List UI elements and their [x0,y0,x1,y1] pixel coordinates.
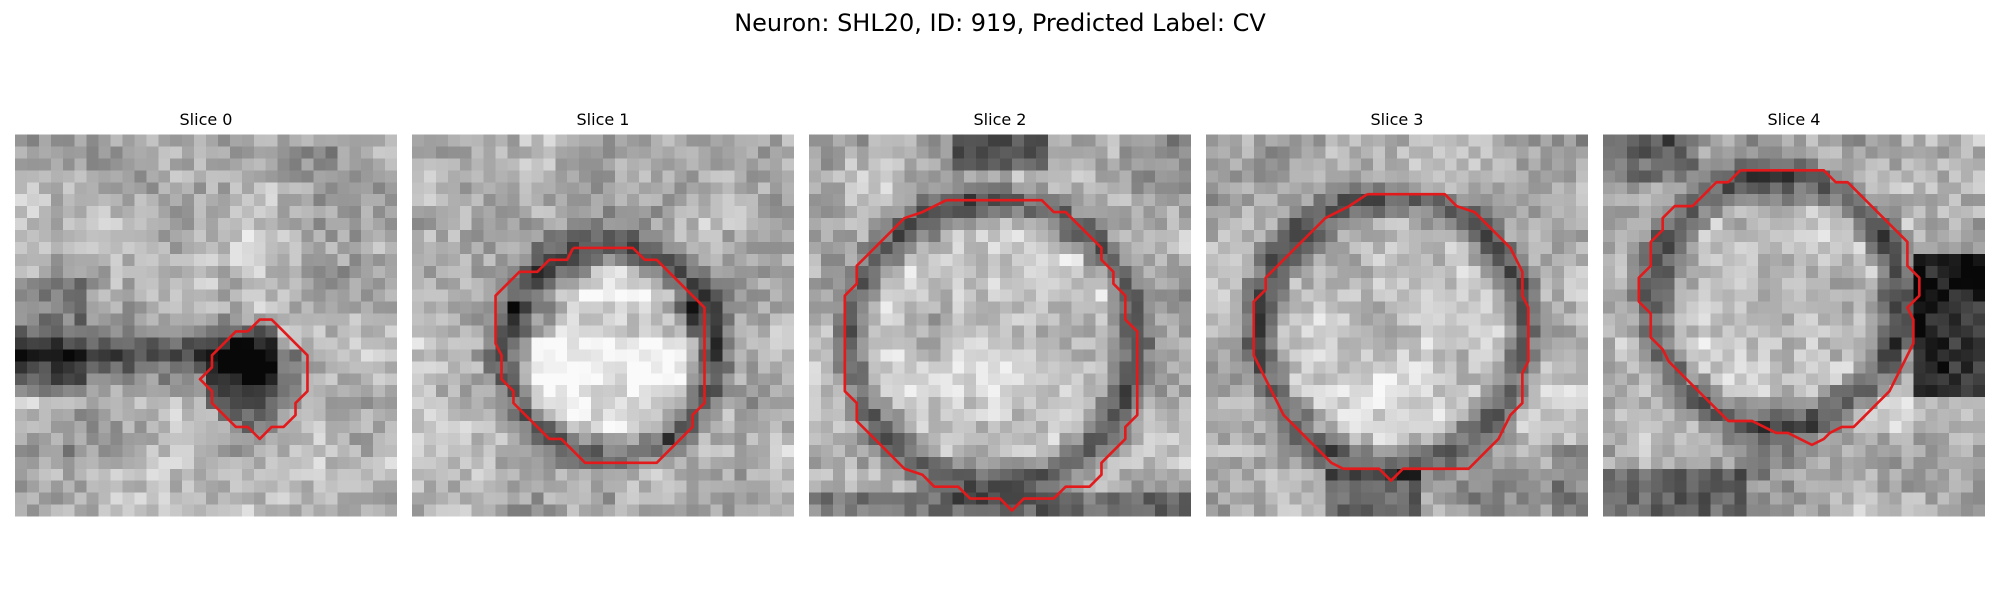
grayscale-pixels [809,134,1191,517]
segmentation-contour [1637,168,1921,447]
slice-title: Slice 2 [973,110,1027,129]
slice-title: Slice 1 [576,110,630,129]
grayscale-pixels [1603,134,1985,517]
slice-image [412,134,794,517]
grayscale-pixels [412,134,794,517]
slice-title: Slice 3 [1370,110,1424,129]
segmentation-contour [843,198,1139,512]
figure-title: Neuron: SHL20, ID: 919, Predicted Label:… [734,9,1266,37]
slice-panel-2: Slice 2 [809,110,1191,517]
slice-image [1206,134,1588,517]
segmentation-contour [494,246,706,465]
grayscale-pixels [1206,134,1588,517]
slice-image [15,134,397,517]
slice-panel-1: Slice 1 [412,110,794,517]
slice-image [1603,134,1985,517]
slice-panel-0: Slice 0 [15,110,397,517]
slice-title: Slice 4 [1767,110,1821,129]
slice-panel-3: Slice 3 [1206,110,1588,517]
segmentation-contour [198,318,309,441]
slice-title: Slice 0 [179,110,233,129]
grayscale-pixels [15,134,397,517]
slice-image [809,134,1191,517]
segmentation-contour [1252,192,1530,483]
slice-panel-4: Slice 4 [1603,110,1985,517]
